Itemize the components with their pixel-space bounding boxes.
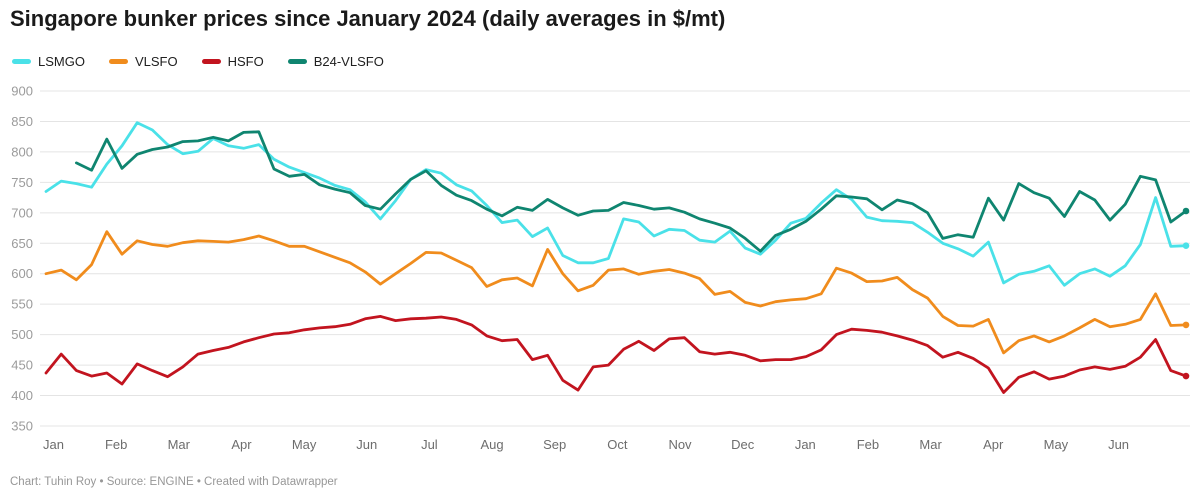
legend-label: VLSFO xyxy=(134,54,178,69)
y-tick-label: 750 xyxy=(11,175,33,190)
legend-item-lsmgo: LSMGO xyxy=(12,54,85,69)
y-tick-label: 850 xyxy=(11,114,33,129)
x-tick-label: Mar xyxy=(168,437,191,452)
legend: LSMGO VLSFO HSFO B24-VLSFO xyxy=(12,54,384,69)
x-tick-label: May xyxy=(1044,437,1069,452)
y-tick-label: 600 xyxy=(11,266,33,281)
series-line-hsfo xyxy=(44,315,1188,394)
y-tick-label: 350 xyxy=(11,419,33,434)
legend-item-hsfo: HSFO xyxy=(201,54,264,69)
series-end-dot-lsmgo xyxy=(1182,242,1190,250)
y-tick-label: 800 xyxy=(11,144,33,159)
legend-label: B24-VLSFO xyxy=(313,54,384,69)
y-tick-label: 650 xyxy=(11,236,33,251)
x-tick-label: Mar xyxy=(919,437,942,452)
y-tick-label: 550 xyxy=(11,297,33,312)
legend-swatch-lsmgo xyxy=(12,59,31,64)
x-tick-label: Jun xyxy=(1108,437,1129,452)
y-tick-label: 700 xyxy=(11,205,33,220)
legend-label: HSFO xyxy=(227,54,264,69)
x-tick-label: Jun xyxy=(356,437,377,452)
legend-swatch-b24-vlsfo xyxy=(287,59,307,64)
y-tick-label: 500 xyxy=(11,327,33,342)
y-tick-label: 900 xyxy=(11,84,33,99)
legend-item-vlsfo: VLSFO xyxy=(108,54,178,69)
series-line-vlsfo xyxy=(44,230,1188,355)
legend-swatch-vlsfo xyxy=(108,59,128,64)
legend-label: LSMGO xyxy=(38,54,85,69)
page-title: Singapore bunker prices since January 20… xyxy=(10,6,726,31)
series-line-lsmgo xyxy=(44,121,1188,287)
series-end-dot-hsfo xyxy=(1182,372,1190,380)
x-tick-label: Sep xyxy=(543,437,566,452)
y-tick-label: 400 xyxy=(11,388,33,403)
x-tick-label: Aug xyxy=(480,437,503,452)
x-tick-label: Dec xyxy=(731,437,755,452)
series-line-b24-vlsfo xyxy=(75,130,1188,253)
x-tick-label: Jan xyxy=(795,437,816,452)
series-end-dot-vlsfo xyxy=(1182,321,1190,329)
y-tick-label: 450 xyxy=(11,358,33,373)
x-tick-label: Feb xyxy=(105,437,127,452)
legend-swatch-hsfo xyxy=(201,59,221,64)
x-tick-label: Apr xyxy=(983,437,1004,452)
chart-footer: Chart: Tuhin Roy • Source: ENGINE • Crea… xyxy=(10,476,338,488)
x-tick-label: May xyxy=(292,437,317,452)
x-tick-label: Apr xyxy=(231,437,252,452)
series-end-dot-b24-vlsfo xyxy=(1182,207,1190,215)
legend-item-b24-vlsfo: B24-VLSFO xyxy=(287,54,384,69)
x-tick-label: Oct xyxy=(607,437,628,452)
x-tick-label: Nov xyxy=(668,437,692,452)
x-tick-label: Jan xyxy=(43,437,64,452)
x-tick-label: Jul xyxy=(421,437,438,452)
x-tick-label: Feb xyxy=(857,437,879,452)
